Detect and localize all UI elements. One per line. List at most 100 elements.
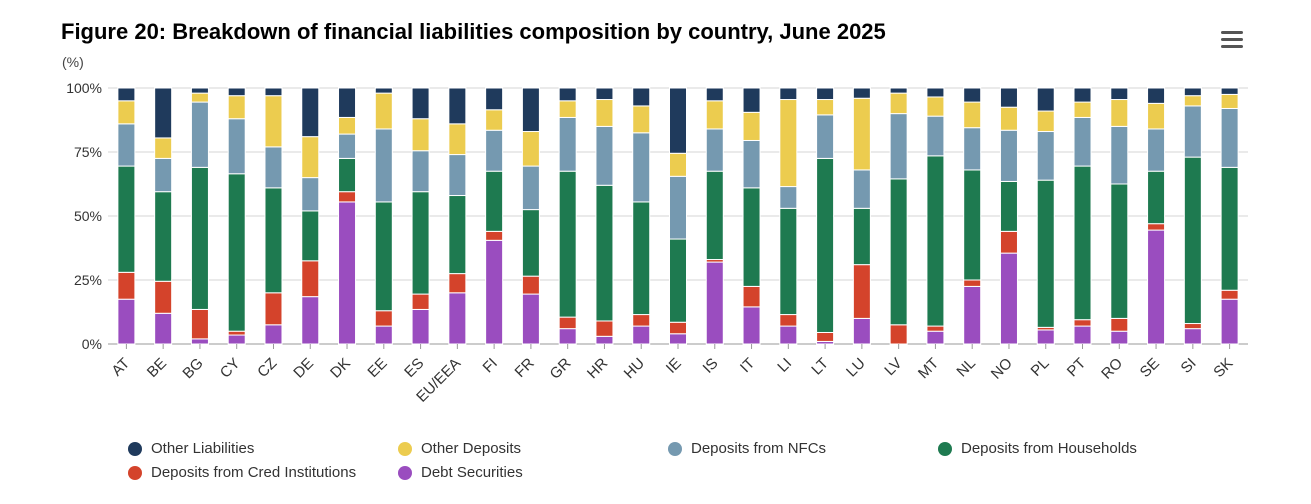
bar-segment[interactable] (926, 87, 945, 98)
bar-segment[interactable] (1147, 128, 1166, 172)
bar-segment[interactable] (1220, 166, 1239, 291)
bar-segment[interactable] (742, 306, 761, 345)
bar-segment[interactable] (816, 157, 835, 333)
bar-segment[interactable] (190, 87, 209, 94)
bar-segment[interactable] (1073, 165, 1092, 321)
bar-segment[interactable] (264, 146, 283, 189)
bar-segment[interactable] (411, 150, 430, 193)
bar-segment[interactable] (963, 279, 982, 287)
bar-segment[interactable] (595, 184, 614, 322)
bar-segment[interactable] (963, 285, 982, 345)
bar-segment[interactable] (338, 157, 357, 193)
bar-segment[interactable] (558, 170, 577, 318)
bar-segment[interactable] (117, 123, 136, 167)
bar-segment[interactable] (117, 165, 136, 273)
legend-item-deposits-cred-institutions[interactable]: Deposits from Cred Institutions (128, 464, 356, 481)
bar-segment[interactable] (1183, 156, 1202, 325)
bar-segment[interactable] (1110, 125, 1129, 185)
bar-segment[interactable] (154, 280, 173, 314)
bar-segment[interactable] (301, 87, 320, 138)
bar-segment[interactable] (558, 87, 577, 102)
bar-segment[interactable] (154, 87, 173, 139)
bar-segment[interactable] (485, 170, 504, 232)
bar-segment[interactable] (558, 100, 577, 118)
bar-segment[interactable] (301, 210, 320, 262)
bar-segment[interactable] (963, 169, 982, 281)
bar-segment[interactable] (632, 325, 651, 345)
bar-segment[interactable] (742, 87, 761, 113)
bar-segment[interactable] (521, 275, 540, 295)
bar-segment[interactable] (889, 178, 908, 326)
bar-segment[interactable] (411, 308, 430, 345)
bar-segment[interactable] (1036, 87, 1055, 112)
bar-segment[interactable] (190, 338, 209, 345)
bar-segment[interactable] (999, 252, 1018, 345)
bar-segment[interactable] (411, 87, 430, 120)
bar-segment[interactable] (485, 239, 504, 345)
bar-segment[interactable] (1183, 323, 1202, 330)
bar-segment[interactable] (227, 95, 246, 120)
bar-segment[interactable] (190, 308, 209, 340)
bar-segment[interactable] (117, 298, 136, 345)
bar-segment[interactable] (301, 260, 320, 298)
bar-segment[interactable] (448, 87, 467, 125)
legend-item-other-deposits[interactable]: Other Deposits (398, 440, 521, 457)
bar-segment[interactable] (705, 87, 724, 102)
bar-segment[interactable] (485, 129, 504, 172)
bar-segment[interactable] (1036, 110, 1055, 133)
bar-segment[interactable] (521, 87, 540, 133)
bar-segment[interactable] (1073, 319, 1092, 327)
bar-segment[interactable] (485, 109, 504, 131)
bar-segment[interactable] (999, 129, 1018, 182)
bar-segment[interactable] (779, 207, 798, 316)
bar-segment[interactable] (1147, 223, 1166, 231)
bar-segment[interactable] (926, 115, 945, 157)
bar-segment[interactable] (889, 113, 908, 180)
bar-segment[interactable] (852, 169, 871, 209)
bar-segment[interactable] (301, 296, 320, 345)
bar-segment[interactable] (1110, 330, 1129, 345)
bar-segment[interactable] (411, 118, 430, 152)
bar-segment[interactable] (227, 334, 246, 345)
bar-segment[interactable] (926, 96, 945, 117)
bar-segment[interactable] (558, 316, 577, 330)
bar-segment[interactable] (669, 152, 687, 177)
bar-segment[interactable] (889, 87, 908, 94)
bar-segment[interactable] (338, 201, 357, 345)
bar-segment[interactable] (338, 87, 357, 118)
bar-segment[interactable] (1073, 101, 1092, 118)
legend-item-debt-securities[interactable]: Debt Securities (398, 464, 523, 481)
bar-segment[interactable] (374, 201, 393, 312)
bar-segment[interactable] (301, 136, 320, 179)
bar-segment[interactable] (963, 101, 982, 129)
bar-segment[interactable] (411, 293, 430, 310)
bar-segment[interactable] (669, 321, 687, 335)
bar-segment[interactable] (1183, 105, 1202, 158)
bar-segment[interactable] (963, 87, 982, 103)
bar-segment[interactable] (889, 324, 908, 345)
bar-segment[interactable] (411, 191, 430, 295)
bar-segment[interactable] (227, 173, 246, 332)
bar-segment[interactable] (632, 201, 651, 316)
bar-segment[interactable] (742, 187, 761, 287)
bar-segment[interactable] (926, 330, 945, 345)
bar-segment[interactable] (227, 87, 246, 97)
bar-segment[interactable] (1073, 116, 1092, 167)
bar-segment[interactable] (779, 99, 798, 188)
bar-segment[interactable] (669, 333, 687, 345)
bar-segment[interactable] (742, 285, 761, 308)
bar-segment[interactable] (264, 324, 283, 345)
bar-segment[interactable] (1147, 102, 1166, 130)
bar-segment[interactable] (632, 314, 651, 327)
bar-segment[interactable] (374, 87, 393, 94)
bar-segment[interactable] (521, 131, 540, 167)
bar-segment[interactable] (1220, 93, 1239, 109)
bar-segment[interactable] (1110, 99, 1129, 127)
bar-segment[interactable] (1036, 329, 1055, 345)
bar-segment[interactable] (154, 191, 173, 282)
bar-segment[interactable] (742, 111, 761, 141)
hamburger-menu-icon[interactable] (1219, 31, 1245, 53)
bar-segment[interactable] (1036, 179, 1055, 328)
bar-segment[interactable] (264, 95, 283, 148)
bar-segment[interactable] (264, 87, 283, 97)
